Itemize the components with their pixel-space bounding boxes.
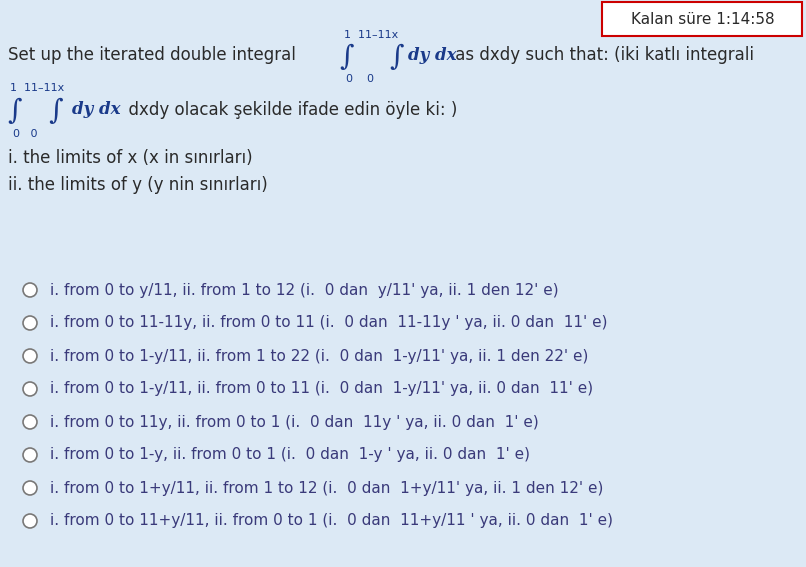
Text: 0    0: 0 0 [346, 74, 374, 84]
Text: Set up the iterated double integral: Set up the iterated double integral [8, 46, 296, 64]
Text: 1  11–11x: 1 11–11x [10, 83, 64, 93]
Text: i. the limits of x (x in sınırları): i. the limits of x (x in sınırları) [8, 149, 252, 167]
Circle shape [23, 415, 37, 429]
Text: ∫   ∫: ∫ ∫ [8, 99, 64, 125]
Text: 1  11–11x: 1 11–11x [344, 30, 398, 40]
Circle shape [23, 481, 37, 495]
Text: ii. the limits of y (y nin sınırları): ii. the limits of y (y nin sınırları) [8, 176, 268, 194]
Text: i. from 0 to 1-y, ii. from 0 to 1 (i.  0 dan  1-y ' ya, ii. 0 dan  1' e): i. from 0 to 1-y, ii. from 0 to 1 (i. 0 … [50, 447, 530, 463]
Text: i. from 0 to 1+y/11, ii. from 1 to 12 (i.  0 dan  1+y/11' ya, ii. 1 den 12' e): i. from 0 to 1+y/11, ii. from 1 to 12 (i… [50, 480, 604, 496]
Text: Kalan süre 1:14:58: Kalan süre 1:14:58 [631, 12, 775, 28]
Text: dxdy olacak şekilde ifade edin öyle ki: ): dxdy olacak şekilde ifade edin öyle ki: … [118, 101, 457, 119]
Text: i. from 0 to 1-y/11, ii. from 0 to 11 (i.  0 dan  1-y/11' ya, ii. 0 dan  11' e): i. from 0 to 1-y/11, ii. from 0 to 11 (i… [50, 382, 593, 396]
Text: i. from 0 to 11+y/11, ii. from 0 to 1 (i.  0 dan  11+y/11 ' ya, ii. 0 dan  1' e): i. from 0 to 11+y/11, ii. from 0 to 1 (i… [50, 514, 613, 528]
Text: dy dx: dy dx [72, 101, 121, 119]
Text: i. from 0 to y/11, ii. from 1 to 12 (i.  0 dan  y/11' ya, ii. 1 den 12' e): i. from 0 to y/11, ii. from 1 to 12 (i. … [50, 282, 559, 298]
Circle shape [23, 382, 37, 396]
Text: 0   0: 0 0 [13, 129, 38, 139]
Circle shape [23, 448, 37, 462]
Circle shape [23, 283, 37, 297]
Text: i. from 0 to 11-11y, ii. from 0 to 11 (i.  0 dan  11-11y ' ya, ii. 0 dan  11' e): i. from 0 to 11-11y, ii. from 0 to 11 (i… [50, 315, 608, 331]
Text: i. from 0 to 1-y/11, ii. from 1 to 22 (i.  0 dan  1-y/11' ya, ii. 1 den 22' e): i. from 0 to 1-y/11, ii. from 1 to 22 (i… [50, 349, 588, 363]
Circle shape [23, 349, 37, 363]
Text: as dxdy such that: (iki katlı integrali: as dxdy such that: (iki katlı integrali [450, 46, 754, 64]
Circle shape [23, 514, 37, 528]
FancyBboxPatch shape [602, 2, 802, 36]
Text: ∫    ∫: ∫ ∫ [340, 44, 405, 70]
Text: i. from 0 to 11y, ii. from 0 to 1 (i.  0 dan  11y ' ya, ii. 0 dan  1' e): i. from 0 to 11y, ii. from 0 to 1 (i. 0 … [50, 414, 538, 429]
Text: dy dx: dy dx [408, 46, 456, 64]
Circle shape [23, 316, 37, 330]
